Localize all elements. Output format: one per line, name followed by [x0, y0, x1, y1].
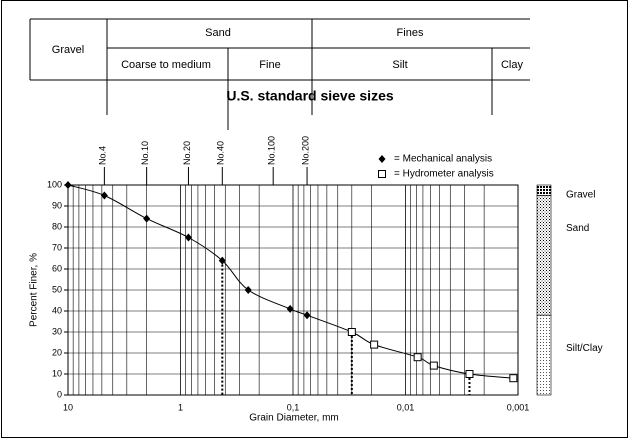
y-tick-label: 20	[52, 347, 62, 357]
table-cell: Sand	[205, 27, 231, 39]
sieve-label: No.4	[98, 146, 108, 165]
diamond-marker	[64, 181, 72, 189]
square-marker	[465, 370, 474, 378]
x-axis-label: Grain Diameter, mm	[249, 413, 338, 424]
square-marker	[509, 374, 518, 383]
legend-marker	[378, 170, 386, 178]
classification-table: Gravel Sand Fines Coarse to medium Fine …	[29, 18, 530, 130]
soil-segment	[536, 195, 552, 316]
x-tick-label: 10	[63, 402, 73, 412]
sieve-title: U.S. standard sieve sizes	[226, 88, 394, 104]
table-cell: Fines	[397, 27, 424, 39]
y-tick-label: 70	[52, 242, 62, 252]
y-tick-label: 100	[47, 179, 62, 189]
diamond-marker	[286, 304, 294, 313]
legend-marker	[378, 155, 386, 163]
y-tick-label: 90	[52, 200, 62, 210]
square-marker	[429, 361, 438, 370]
sieve-label: No.10	[140, 141, 150, 165]
diamond-marker	[143, 214, 151, 223]
legend-label: = Hydrometer analysis	[394, 169, 494, 180]
table-cell: Fine	[259, 59, 280, 71]
y-tick-label: 10	[52, 368, 62, 378]
legend-label: = Mechanical analysis	[394, 154, 492, 165]
soil-label: Sand	[566, 223, 589, 234]
y-tick-label: 60	[52, 263, 62, 273]
x-tick-label: 0,01	[397, 402, 415, 412]
square-marker	[370, 340, 379, 349]
y-tick-label: 50	[52, 284, 62, 294]
square-marker	[413, 353, 422, 362]
sieve-label: No.200	[300, 136, 310, 165]
sieve-label: No.20	[182, 141, 192, 165]
x-tick-label: 0,1	[287, 402, 300, 412]
y-tick-label: 0	[57, 389, 62, 399]
diamond-marker	[100, 191, 108, 200]
y-tick-label: 30	[52, 326, 62, 336]
sieve-label: No.40	[216, 141, 226, 165]
table-cell: Gravel	[52, 44, 84, 56]
plot-area	[67, 184, 519, 396]
soil-label: Gravel	[566, 190, 595, 201]
table-cell: Coarse to medium	[121, 59, 211, 71]
soil-segment	[536, 184, 552, 196]
diamond-marker	[303, 311, 311, 320]
sieve-label: No.100	[267, 136, 277, 165]
diamond-marker	[218, 256, 226, 265]
table-cell: Clay	[501, 59, 524, 71]
diamond-marker	[184, 233, 192, 242]
y-tick-label: 40	[52, 305, 62, 315]
soil-label: Silt/Clay	[566, 343, 603, 354]
soil-segment	[536, 314, 552, 396]
x-tick-label: 0,001	[507, 402, 530, 412]
table-cell: Silt	[392, 59, 407, 71]
square-marker	[347, 328, 356, 336]
diamond-marker	[244, 286, 252, 294]
y-tick-label: 80	[52, 221, 62, 231]
fit-curve	[67, 184, 514, 379]
y-axis-label: Percent Finer, %	[29, 253, 40, 327]
x-tick-label: 1	[178, 402, 183, 412]
